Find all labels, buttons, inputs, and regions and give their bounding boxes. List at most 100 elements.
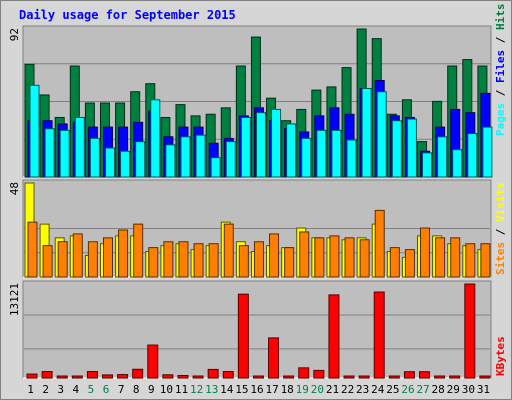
x-tick-label-day-24: 24 xyxy=(371,383,385,396)
bar-sites-day-9 xyxy=(148,247,159,278)
bar-sites-day-29 xyxy=(450,237,461,278)
bar-kbytes-day-3 xyxy=(56,375,68,379)
bar-kbytes-day-31 xyxy=(479,375,491,379)
bar-pages-day-22 xyxy=(346,139,357,178)
bar-kbytes-day-29 xyxy=(449,375,461,379)
x-tick-label-day-19: 19 xyxy=(296,383,309,396)
x-tick-label-day-15: 15 xyxy=(235,383,248,396)
bar-kbytes-day-4 xyxy=(71,375,83,379)
bar-kbytes-day-8 xyxy=(132,368,144,379)
bar-kbytes-day-7 xyxy=(117,374,129,379)
x-tick-label-day-29: 29 xyxy=(447,383,460,396)
x-tick-label-day-20: 20 xyxy=(311,383,324,396)
legend-hits: Hits xyxy=(494,4,507,31)
x-tick-label-day-18: 18 xyxy=(281,383,294,396)
legend-separator: / xyxy=(494,222,507,242)
bar-kbytes-day-26 xyxy=(403,371,415,379)
bar-sites-day-10 xyxy=(163,241,174,278)
bar-kbytes-day-18 xyxy=(283,375,295,379)
bar-sites-day-17 xyxy=(269,233,280,278)
x-tick-label-day-30: 30 xyxy=(462,383,475,396)
bar-kbytes-day-9 xyxy=(147,344,159,379)
bar-sites-day-11 xyxy=(178,241,189,278)
bar-pages-day-25 xyxy=(391,120,402,178)
bar-kbytes-day-24 xyxy=(373,291,385,379)
x-tick-label-day-4: 4 xyxy=(73,383,80,396)
bar-kbytes-day-27 xyxy=(419,371,431,379)
bar-sites-day-3 xyxy=(57,241,68,278)
bar-sites-day-7 xyxy=(118,229,129,278)
bar-sites-day-18 xyxy=(284,247,295,278)
bar-kbytes-day-17 xyxy=(268,337,280,379)
x-tick-label-day-22: 22 xyxy=(341,383,354,396)
x-tick-label-day-6: 6 xyxy=(103,383,110,396)
bar-kbytes-day-30 xyxy=(464,283,476,379)
bar-kbytes-day-14 xyxy=(222,371,234,379)
bar-kbytes-day-28 xyxy=(434,375,446,379)
legend-separator: / xyxy=(494,83,507,103)
bar-sites-day-20 xyxy=(314,237,325,278)
bar-kbytes-day-5 xyxy=(86,371,98,379)
x-tick-label-day-26: 26 xyxy=(401,383,414,396)
bar-pages-day-4 xyxy=(74,116,85,178)
x-tick-label-day-17: 17 xyxy=(265,383,278,396)
bar-sites-day-12 xyxy=(193,243,204,278)
bar-kbytes-day-23 xyxy=(358,375,370,379)
bar-kbytes-day-16 xyxy=(252,375,264,379)
bar-pages-day-5 xyxy=(89,137,100,178)
bar-sites-day-4 xyxy=(72,233,83,278)
panel-3-background xyxy=(22,280,492,379)
x-tick-label-day-28: 28 xyxy=(432,383,445,396)
bar-pages-day-16 xyxy=(255,112,266,178)
bar-pages-day-26 xyxy=(406,118,417,178)
bar-kbytes-day-21 xyxy=(328,294,340,379)
x-tick-label-day-11: 11 xyxy=(175,383,188,396)
bar-sites-day-6 xyxy=(102,237,113,278)
bar-sites-day-26 xyxy=(404,249,415,278)
x-tick-label-day-25: 25 xyxy=(386,383,399,396)
legend-middle: Sites / Visits xyxy=(494,182,507,275)
bar-pages-day-9 xyxy=(150,99,161,178)
bar-kbytes-day-11 xyxy=(177,374,189,379)
y-tick-label-bottom: 13121 xyxy=(8,283,21,316)
y-tick-label-top: 92 xyxy=(8,28,21,41)
bar-sites-day-21 xyxy=(329,235,340,278)
bar-pages-day-29 xyxy=(452,149,463,178)
bar-sites-day-24 xyxy=(374,209,385,278)
bar-pages-day-24 xyxy=(376,91,387,178)
bar-pages-day-28 xyxy=(437,136,448,178)
x-tick-label-day-8: 8 xyxy=(133,383,140,396)
bar-sites-day-5 xyxy=(87,241,98,278)
x-tick-label-day-3: 3 xyxy=(57,383,64,396)
x-tick-label-day-2: 2 xyxy=(42,383,49,396)
bar-kbytes-day-19 xyxy=(298,367,310,379)
bar-pages-day-27 xyxy=(422,152,433,178)
bar-pages-day-10 xyxy=(165,144,176,178)
bar-pages-day-8 xyxy=(135,141,146,178)
bar-sites-day-1 xyxy=(27,221,38,278)
bar-pages-day-13 xyxy=(210,157,221,178)
legend-visits: Visits xyxy=(494,182,507,222)
bar-sites-day-27 xyxy=(420,227,431,278)
x-tick-label-day-27: 27 xyxy=(416,383,429,396)
x-tick-label-day-16: 16 xyxy=(250,383,263,396)
bar-kbytes-day-10 xyxy=(162,374,174,379)
bar-kbytes-day-2 xyxy=(41,371,53,379)
legend-bottom: KBytes xyxy=(494,336,507,376)
bar-sites-day-30 xyxy=(465,243,476,278)
legend-sites: Sites xyxy=(494,242,507,275)
bar-sites-day-19 xyxy=(299,231,310,278)
x-tick-label-day-5: 5 xyxy=(88,383,95,396)
bar-sites-day-15 xyxy=(238,245,249,278)
y-tick-label-middle: 48 xyxy=(8,182,21,195)
bar-kbytes-day-22 xyxy=(343,375,355,379)
bar-pages-day-2 xyxy=(44,128,55,178)
bar-pages-day-14 xyxy=(225,141,236,178)
bar-pages-day-20 xyxy=(316,129,327,178)
bar-pages-day-3 xyxy=(59,129,70,178)
bar-pages-day-12 xyxy=(195,134,206,178)
bar-sites-day-16 xyxy=(253,241,264,278)
bar-sites-day-28 xyxy=(435,237,446,278)
bar-sites-day-25 xyxy=(389,247,400,278)
